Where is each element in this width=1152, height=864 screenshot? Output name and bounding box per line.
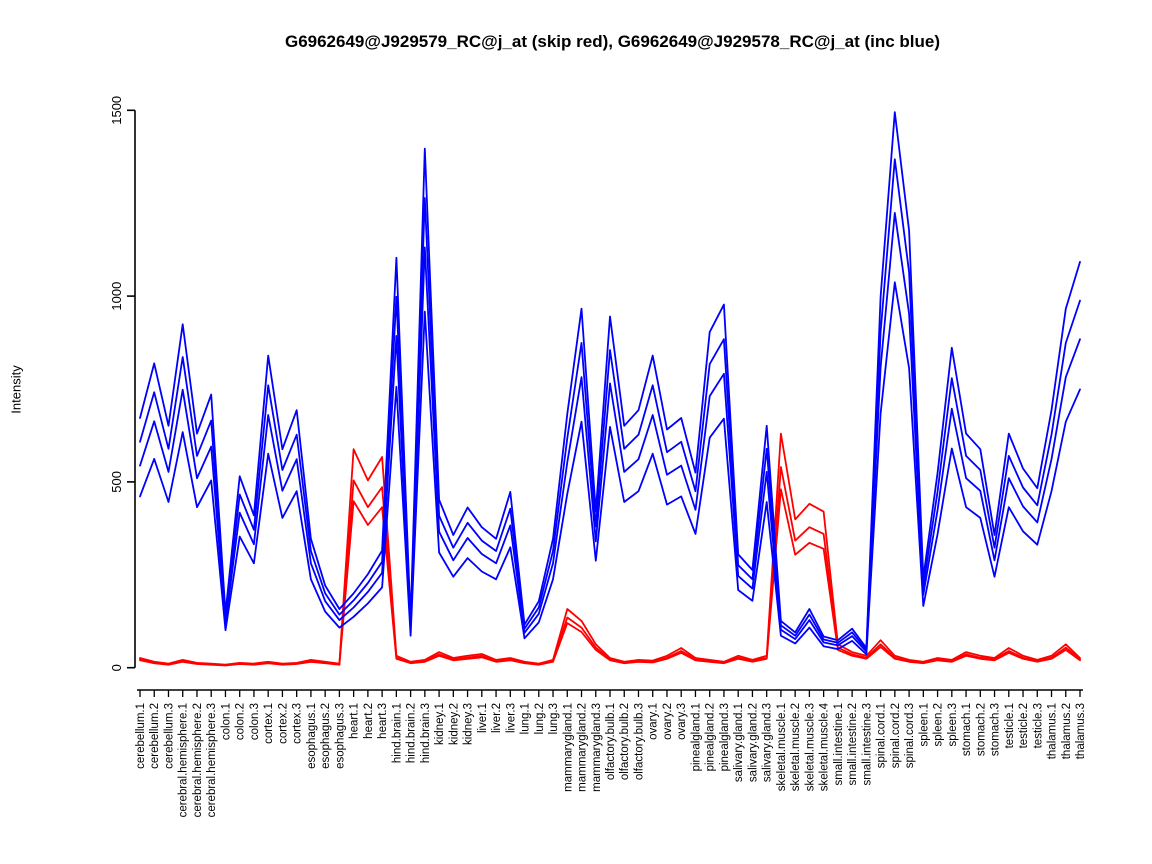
x-tick-label: spleen.1 xyxy=(918,703,930,746)
x-tick-label: ovary.2 xyxy=(662,703,674,740)
y-tick-label: 0 xyxy=(109,664,124,671)
series-line-blue-4 xyxy=(139,281,1081,656)
x-tick-label: testicle.2 xyxy=(1018,703,1030,748)
series-line-blue-1 xyxy=(139,111,1081,649)
x-tick-label: skeletal.muscle.1 xyxy=(776,703,788,791)
x-tick-label: lung.1 xyxy=(520,703,532,734)
x-tick-label: spinal.cord.3 xyxy=(904,703,916,768)
x-tick-label: olfactory.bulb.3 xyxy=(633,703,645,780)
x-tick-label: pinealgland.1 xyxy=(690,703,702,771)
x-tick-label: esophagus.3 xyxy=(334,703,346,769)
x-tick-label: testicle.1 xyxy=(1004,703,1016,748)
x-tick-label: cerebral.hemisphere.2 xyxy=(192,703,204,817)
x-tick-label: heart.1 xyxy=(349,703,361,739)
x-tick-label: salivary.gland.2 xyxy=(747,703,759,782)
x-tick-label: heart.2 xyxy=(363,703,375,739)
x-tick-label: ovary.1 xyxy=(648,703,660,740)
y-tick-label: 500 xyxy=(109,471,124,493)
x-tick-label: ovary.3 xyxy=(676,703,688,740)
x-tick-label: stomach.2 xyxy=(975,703,987,756)
x-tick-label: testicle.3 xyxy=(1032,703,1044,748)
x-tick-label: stomach.3 xyxy=(990,703,1002,756)
x-tick-label: liver.2 xyxy=(491,703,503,733)
y-tick-label: 1500 xyxy=(109,96,124,125)
x-tick-label: lung.2 xyxy=(534,703,546,734)
x-tick-label: skeletal.muscle.3 xyxy=(804,703,816,791)
x-tick-label: cerebellum.1 xyxy=(135,703,147,769)
x-tick-label: esophagus.2 xyxy=(320,703,332,769)
x-tick-label: colon.3 xyxy=(249,703,261,740)
x-tick-label: lung.3 xyxy=(548,703,560,734)
series-line-red-3 xyxy=(139,488,1081,667)
x-tick-label: cortex.1 xyxy=(263,703,275,744)
x-tick-label: mammarygland.3 xyxy=(591,703,603,792)
series-line-red-1 xyxy=(139,432,1081,666)
x-tick-label: kidney.3 xyxy=(463,703,475,745)
x-tick-label: cortex.2 xyxy=(277,703,289,744)
x-tick-label: liver.3 xyxy=(505,703,517,733)
x-tick-label: small.intestine.3 xyxy=(861,703,873,785)
x-tick-label: salivary.gland.1 xyxy=(733,703,745,782)
x-tick-label: stomach.1 xyxy=(961,703,973,756)
x-tick-label: skeletal.muscle.2 xyxy=(790,703,802,791)
chart-title: G6962649@J929579_RC@j_at (skip red), G69… xyxy=(284,32,941,51)
x-tick-label: colon.2 xyxy=(235,703,247,740)
x-tick-label: thalamus.2 xyxy=(1061,703,1073,759)
x-tick-label: pinealgland.2 xyxy=(705,703,717,771)
x-tick-label: hind.brain.3 xyxy=(420,703,432,763)
x-tick-label: small.intestine.2 xyxy=(847,703,859,785)
x-tick-label: esophagus.1 xyxy=(306,703,318,769)
x-tick-label: mammarygland.2 xyxy=(577,703,589,792)
x-tick-label: mammarygland.1 xyxy=(562,703,574,792)
x-tick-label: heart.3 xyxy=(377,703,389,739)
x-tick-label: kidney.2 xyxy=(448,703,460,745)
x-tick-label: small.intestine.1 xyxy=(833,703,845,785)
x-tick-label: cerebellum.3 xyxy=(163,703,175,769)
y-tick-label: 1000 xyxy=(109,282,124,311)
x-tick-label: hind.brain.2 xyxy=(406,703,418,763)
x-tick-label: liver.1 xyxy=(477,703,489,733)
x-tick-label: salivary.gland.3 xyxy=(762,703,774,782)
x-tick-label: spleen.2 xyxy=(933,703,945,746)
x-tick-label: cerebellum.2 xyxy=(149,703,161,769)
x-tick-label: cortex.3 xyxy=(292,703,304,744)
x-tick-label: thalamus.1 xyxy=(1047,703,1059,759)
x-tick-label: pinealgland.3 xyxy=(719,703,731,771)
x-tick-label: thalamus.3 xyxy=(1075,703,1087,759)
x-tick-label: skeletal.muscle.4 xyxy=(819,702,831,791)
x-tick-label: colon.1 xyxy=(220,703,232,740)
x-tick-label: spleen.3 xyxy=(947,703,959,746)
x-tick-label: cerebral.hemisphere.1 xyxy=(178,703,190,817)
x-tick-label: kidney.1 xyxy=(434,703,446,745)
x-tick-label: cerebral.hemisphere.3 xyxy=(206,703,218,817)
x-tick-label: olfactory.bulb.1 xyxy=(605,703,617,780)
x-tick-label: spinal.cord.1 xyxy=(876,703,888,768)
x-tick-label: hind.brain.1 xyxy=(391,703,403,763)
x-tick-label: olfactory.bulb.2 xyxy=(619,703,631,780)
series-line-blue-2 xyxy=(139,158,1081,651)
x-tick-label: spinal.cord.2 xyxy=(890,703,902,768)
